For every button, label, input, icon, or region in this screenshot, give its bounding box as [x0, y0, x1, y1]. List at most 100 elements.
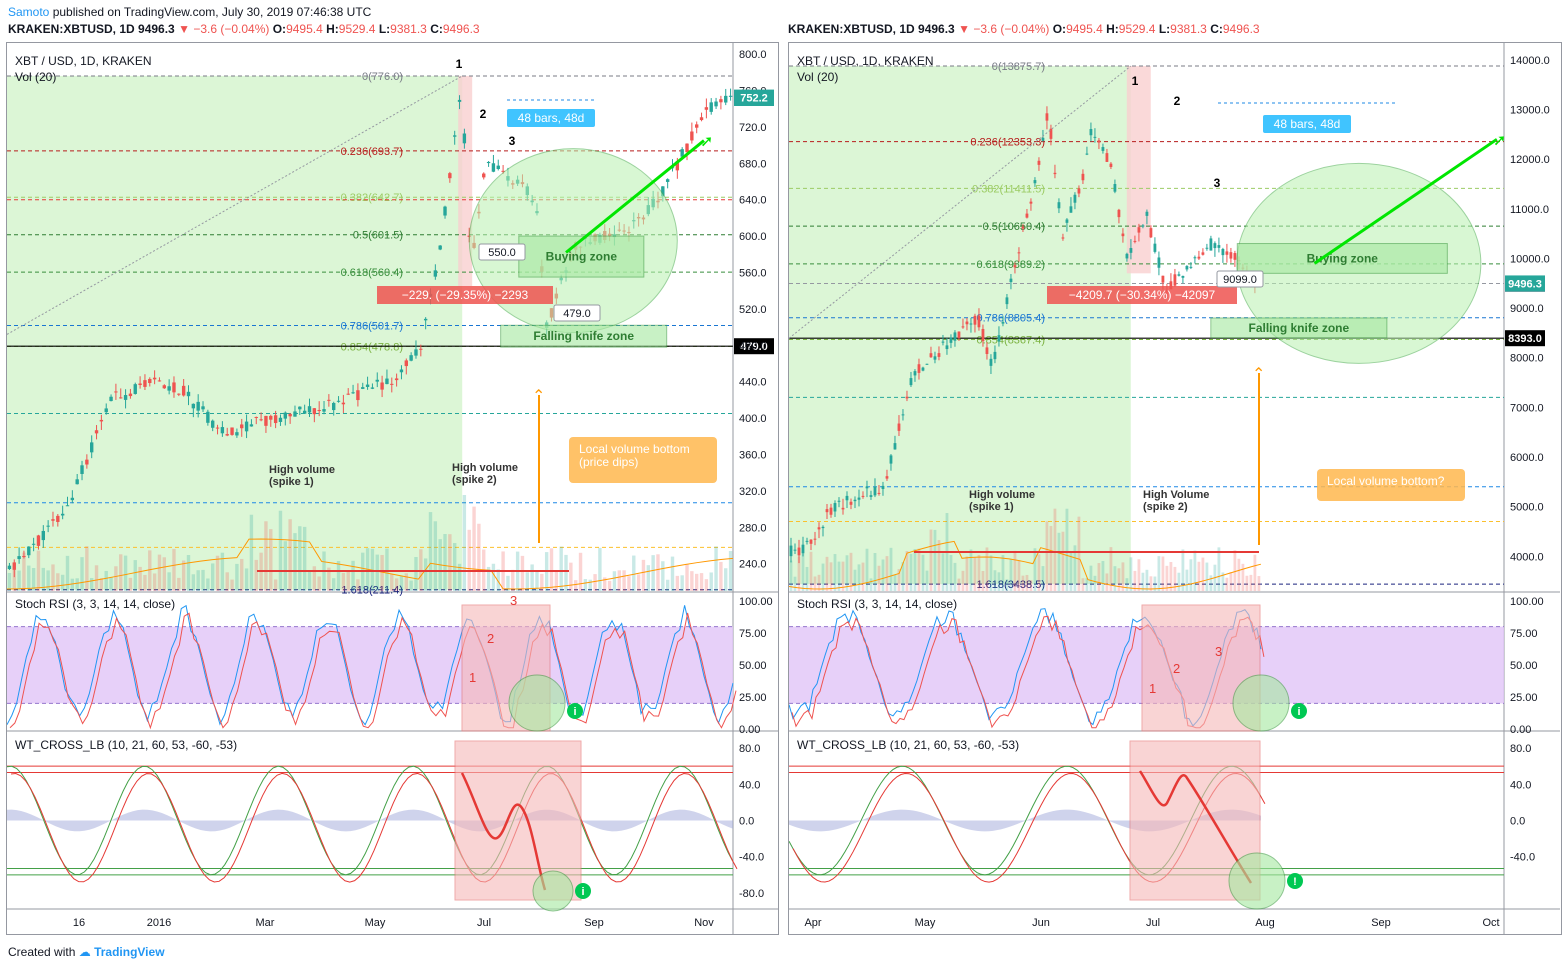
candle	[148, 378, 152, 384]
volume-bar	[1013, 550, 1017, 591]
right-chart-panel[interactable]: 0(13875.7) 0.236(12353.3) 0.382(11411.5) 0.…	[788, 42, 1562, 935]
tradingview-brand[interactable]: TradingView	[94, 945, 165, 959]
volume-bar	[128, 577, 133, 591]
stoch-tick-label: 75.00	[739, 628, 767, 640]
volume-bar	[264, 521, 268, 591]
fib-level-label: 0.786(8805.4)	[977, 313, 1046, 325]
volume-bar	[1209, 575, 1213, 591]
candle	[94, 430, 99, 434]
candle	[841, 507, 845, 510]
volume-bar	[728, 551, 733, 591]
open-value: 9495.4	[1066, 22, 1103, 36]
symbol-label[interactable]: KRAKEN:XBTUSD, 1D	[8, 22, 135, 36]
buying-zone-box	[1236, 243, 1448, 274]
volume-bar	[1081, 578, 1085, 591]
volume-bar	[65, 555, 70, 591]
stoch-wave-label: 1	[1149, 681, 1156, 696]
candle	[1141, 225, 1145, 227]
volume-bar	[607, 580, 612, 591]
chart-header: Samoto published on TradingView.com, Jul…	[0, 0, 1568, 40]
volume-bar	[845, 555, 849, 591]
candle	[969, 323, 973, 325]
volume-bar	[588, 579, 592, 591]
candle	[433, 270, 438, 277]
candle	[949, 337, 953, 343]
candle	[293, 411, 297, 417]
volume-bar	[201, 569, 205, 591]
candle	[829, 507, 833, 515]
volume-bar	[913, 549, 917, 591]
candle	[913, 371, 917, 376]
high-volume-label: High volume	[452, 462, 518, 474]
volume-bar	[457, 563, 462, 591]
candle	[375, 379, 379, 382]
candle	[1137, 227, 1141, 233]
candle	[206, 411, 210, 423]
volume-bar	[989, 555, 993, 591]
candle	[1193, 257, 1197, 259]
footer: Created with ☁ TradingView	[8, 945, 165, 959]
candle	[921, 367, 925, 371]
candle	[1129, 248, 1133, 253]
volume-bar	[22, 552, 26, 591]
candle	[661, 186, 665, 197]
candle	[196, 401, 200, 411]
price-tick-label: 8000.0	[1510, 353, 1544, 365]
volume-bar	[656, 554, 660, 591]
volume-bar	[94, 565, 99, 591]
volume-bar	[569, 562, 573, 591]
volume-bar	[893, 574, 897, 591]
volume-bar	[809, 551, 813, 591]
price-tick-label: 240.0	[739, 559, 767, 571]
time-tick-label: Nov	[694, 917, 714, 929]
fib-level-label: 0.618(9889.2)	[977, 259, 1046, 271]
fib-level-label: 0.236(693.7)	[341, 146, 403, 158]
price-tick-label: 13000.0	[1510, 105, 1550, 117]
volume-bar	[801, 553, 805, 591]
price-tick-label: 280.0	[739, 522, 767, 534]
volume-bar	[805, 566, 809, 591]
publish-line: Samoto published on TradingView.com, Jul…	[8, 5, 371, 19]
candle	[443, 206, 447, 216]
right-chart-svg[interactable]: 0(13875.7) 0.236(12353.3) 0.382(11411.5) 0.…	[788, 43, 1561, 934]
volume-bar	[564, 554, 568, 591]
volume-bar	[133, 560, 137, 591]
publish-info: published on TradingView.com, July 30, 2…	[52, 5, 372, 19]
candle	[298, 406, 302, 410]
candle	[41, 530, 45, 541]
volume-bar	[530, 564, 534, 591]
candle	[327, 399, 331, 401]
candle	[109, 396, 113, 402]
support-axis-tag	[734, 338, 774, 355]
volume-bar	[646, 565, 650, 591]
left-chart-svg[interactable]: 0(776.0) 0.236(693.7) 0.382(642.7) 0.5(601.…	[6, 43, 778, 934]
candle	[957, 331, 961, 338]
price-tick-label: 4000.0	[1510, 551, 1544, 563]
volume-bar	[559, 546, 563, 591]
left-chart-panel[interactable]: 0(776.0) 0.236(693.7) 0.382(642.7) 0.5(601.…	[6, 42, 779, 935]
candle	[1093, 136, 1097, 138]
candle	[981, 328, 985, 342]
volume-bar	[641, 559, 646, 591]
candle	[845, 495, 849, 501]
symbol-label[interactable]: KRAKEN:XBTUSD, 1D	[788, 22, 915, 36]
candle	[665, 179, 670, 182]
high-volume-label: High volume	[269, 464, 335, 476]
open-value: 9495.4	[286, 22, 323, 36]
candle	[448, 173, 452, 179]
time-tick-label: Jul	[1146, 917, 1160, 929]
author-link[interactable]: Samoto	[8, 5, 50, 19]
change-value: −3.6 (−0.04%)	[973, 22, 1050, 36]
volume-bar	[1145, 569, 1149, 591]
volume-bar	[307, 570, 312, 591]
candle	[1177, 274, 1181, 276]
volume-bar	[789, 560, 793, 591]
volume-bar	[885, 556, 889, 591]
volume-bar	[273, 579, 278, 591]
volume-bar	[240, 558, 244, 591]
candle	[909, 378, 913, 386]
candle	[99, 419, 104, 422]
volume-bar	[961, 570, 965, 591]
volume-bar	[837, 561, 841, 591]
volume-bar	[1133, 570, 1137, 591]
